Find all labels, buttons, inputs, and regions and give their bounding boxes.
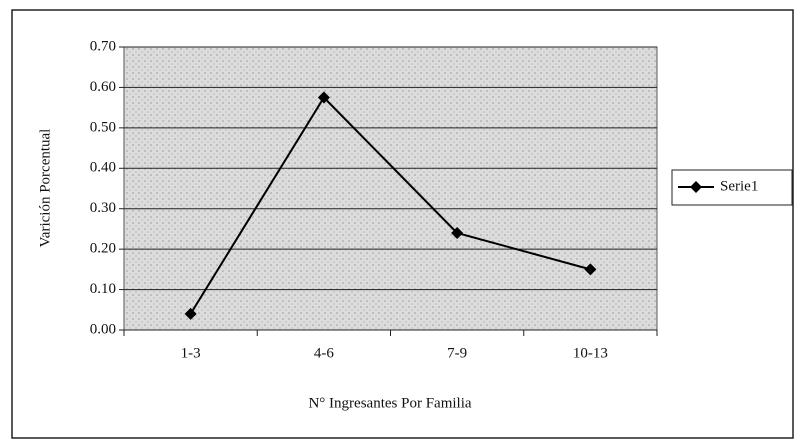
y-tick-label: 0.70 [90,38,116,54]
y-tick-label: 0.00 [90,321,116,337]
point-marker [317,91,330,104]
y-tick-label: 0.50 [90,119,116,135]
x-tick-label: 10-13 [573,345,608,361]
legend-marker [690,181,702,193]
series-line [189,95,591,315]
x-axis-label: N° Ingresantes Por Familia [308,395,471,411]
y-tick-label: 0.40 [90,160,116,176]
point-marker [451,226,464,239]
point-marker [184,307,197,320]
y-tick-label: 0.30 [90,200,116,216]
y-tick-label: 0.60 [90,79,116,95]
x-tick-label: 7-9 [447,345,467,361]
y-axis-label: Varición Porcentual [37,129,53,248]
x-tick-label: 4-6 [314,345,334,361]
x-tick-label: 1-3 [181,345,201,361]
plot-area [123,46,658,331]
legend-label: Serie1 [720,178,758,194]
y-tick-label: 0.20 [90,241,116,257]
point-marker [584,263,597,276]
y-tick-label: 0.10 [90,281,116,297]
